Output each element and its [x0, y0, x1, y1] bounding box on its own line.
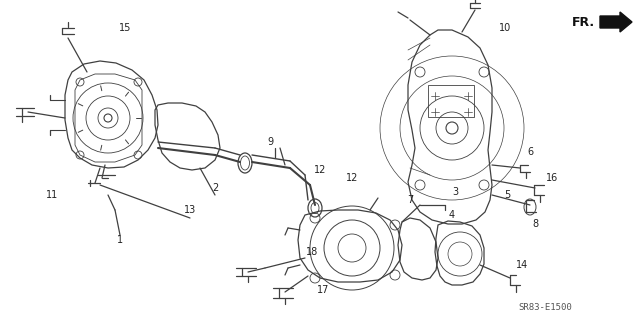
Bar	[428, 85, 474, 117]
Text: 5: 5	[504, 190, 510, 200]
Text: FR.: FR.	[572, 16, 595, 28]
Text: 18: 18	[306, 247, 318, 257]
Polygon shape	[600, 12, 632, 32]
Text: 17: 17	[317, 285, 329, 295]
Text: 15: 15	[119, 23, 131, 33]
Text: 12: 12	[346, 173, 358, 183]
Text: 7: 7	[407, 195, 413, 205]
Text: 4: 4	[449, 210, 455, 220]
Text: 3: 3	[452, 187, 458, 197]
Text: 14: 14	[516, 260, 528, 270]
Text: 11: 11	[46, 190, 58, 200]
Text: 8: 8	[532, 219, 538, 229]
Text: 9: 9	[267, 137, 273, 147]
Text: 13: 13	[184, 205, 196, 215]
Text: 2: 2	[212, 183, 218, 193]
Text: 1: 1	[117, 235, 123, 245]
Text: 16: 16	[546, 173, 558, 183]
Text: SR83-E1500: SR83-E1500	[518, 303, 572, 313]
Text: 12: 12	[314, 165, 326, 175]
Text: 6: 6	[527, 147, 533, 157]
Text: 10: 10	[499, 23, 511, 33]
